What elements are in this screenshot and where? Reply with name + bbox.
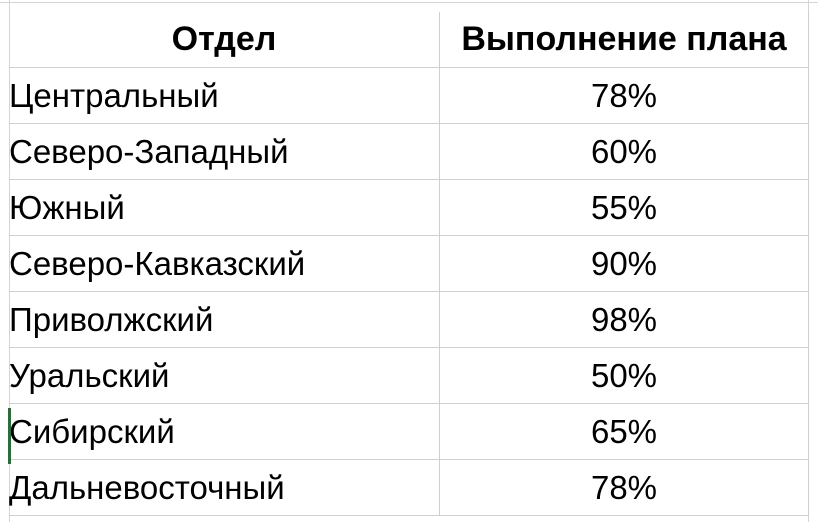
table-row: Северо-Западный 60% bbox=[9, 123, 809, 180]
cell-plan-percent[interactable]: 65% bbox=[439, 403, 809, 460]
cell-plan-percent[interactable]: 90% bbox=[439, 235, 809, 292]
cell-department[interactable]: Южный bbox=[9, 179, 440, 236]
cell-plan-percent[interactable]: 98% bbox=[439, 291, 809, 348]
cell-plan-percent[interactable]: 78% bbox=[439, 67, 809, 124]
cell-department[interactable]: Сибирский bbox=[9, 403, 440, 460]
table-row: Уральский 50% bbox=[9, 347, 809, 404]
gridline-top bbox=[0, 2, 818, 3]
department-plan-table: Отдел Выполнение плана Центральный 78% С… bbox=[9, 12, 809, 516]
table-row: Центральный 78% bbox=[9, 67, 809, 124]
cell-department[interactable]: Северо-Кавказский bbox=[9, 235, 440, 292]
header-cell-plan[interactable]: Выполнение плана bbox=[439, 12, 809, 68]
cell-department[interactable]: Северо-Западный bbox=[9, 123, 440, 180]
cell-department[interactable]: Дальневосточный bbox=[9, 459, 440, 516]
table-row: Южный 55% bbox=[9, 179, 809, 236]
cell-plan-percent[interactable]: 60% bbox=[439, 123, 809, 180]
table-row: Дальневосточный 78% bbox=[9, 459, 809, 516]
gridline-right bbox=[808, 0, 809, 522]
active-cell-marker bbox=[8, 408, 11, 464]
cell-department[interactable]: Уральский bbox=[9, 347, 440, 404]
cell-plan-percent[interactable]: 55% bbox=[439, 179, 809, 236]
table-row: Приволжский 98% bbox=[9, 291, 809, 348]
cell-department[interactable]: Приволжский bbox=[9, 291, 440, 348]
cell-plan-percent[interactable]: 50% bbox=[439, 347, 809, 404]
table-row: Сибирский 65% bbox=[9, 403, 809, 460]
header-row: Отдел Выполнение плана bbox=[9, 12, 809, 68]
header-cell-department[interactable]: Отдел bbox=[9, 12, 440, 68]
cell-department[interactable]: Центральный bbox=[9, 67, 440, 124]
cell-plan-percent[interactable]: 78% bbox=[439, 459, 809, 516]
table-row: Северо-Кавказский 90% bbox=[9, 235, 809, 292]
